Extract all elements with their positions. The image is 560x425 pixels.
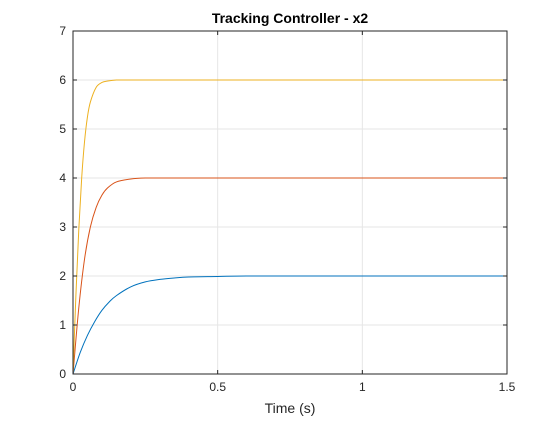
x-tick-label: 1.5 bbox=[499, 380, 516, 394]
y-tick-label: 7 bbox=[59, 24, 66, 38]
series-line-2 bbox=[72, 177, 507, 375]
series-line-3 bbox=[72, 79, 507, 375]
x-axis-label: Time (s) bbox=[265, 400, 316, 416]
axis-ticks: 0 0.5 1 1.5 0 1 2 3 4 5 6 7 bbox=[59, 24, 515, 394]
series-lines bbox=[72, 79, 507, 375]
y-tick-label: 4 bbox=[59, 171, 66, 185]
series-line-1 bbox=[72, 275, 507, 375]
x-tick-label: 0 bbox=[70, 380, 77, 394]
x-tick-label: 1 bbox=[359, 380, 366, 394]
axes-box bbox=[72, 30, 508, 375]
y-tick-label: 1 bbox=[59, 318, 66, 332]
x-tick-label: 0.5 bbox=[209, 380, 226, 394]
y-tick-label: 0 bbox=[59, 367, 66, 381]
y-tick-label: 2 bbox=[59, 269, 66, 283]
y-tick-label: 6 bbox=[59, 73, 66, 87]
y-tick-label: 5 bbox=[59, 122, 66, 136]
y-tick-label: 3 bbox=[59, 220, 66, 234]
chart-title: Tracking Controller - x2 bbox=[212, 10, 369, 26]
